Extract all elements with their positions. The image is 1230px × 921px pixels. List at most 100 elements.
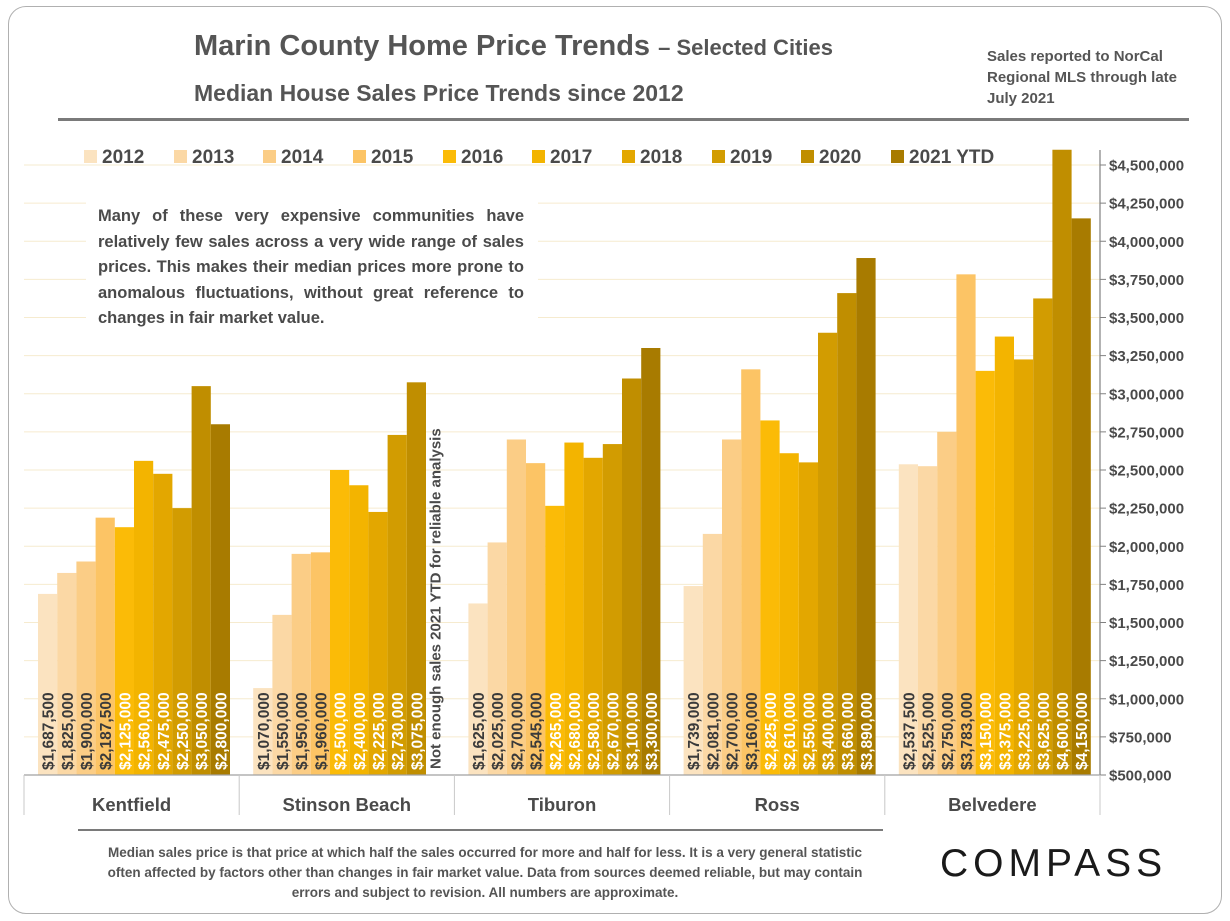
- bar-value-label: $2,750,000: [940, 692, 957, 770]
- bar: [702, 533, 722, 775]
- bar-value-label: $3,050,000: [194, 692, 211, 770]
- x-tick-label: Ross: [755, 794, 800, 815]
- bar: [994, 336, 1014, 775]
- bar: [487, 542, 507, 775]
- legend-label: 2012: [102, 147, 144, 168]
- source-note: Sales reported to NorCal Regional MLS th…: [987, 48, 1177, 107]
- axes: $500,000 $750,000 $1,000,000 $1,250,000 $1,5…: [23, 150, 1184, 815]
- y-tick-label: $2,000,000: [1109, 539, 1184, 556]
- y-tick-label: $3,750,000: [1109, 272, 1184, 289]
- bar-value-label: $2,500,000: [333, 692, 350, 770]
- header-divider: [58, 118, 1189, 121]
- y-tick-label: $2,250,000: [1109, 501, 1184, 518]
- bar-value-label: $2,680,000: [567, 692, 584, 770]
- legend-swatch: [353, 150, 366, 163]
- compass-logo: COMPASS: [940, 842, 1168, 885]
- bar-value-label: $1,550,000: [275, 692, 292, 770]
- y-tick-label: $1,750,000: [1109, 577, 1184, 594]
- bar-value-label: $2,025,000: [490, 692, 507, 770]
- bar-value-label: $2,580,000: [586, 692, 603, 770]
- bar-value-label: $1,070,000: [256, 692, 273, 770]
- bar-value-label: $1,625,000: [471, 692, 488, 770]
- bar-value-label: $3,783,000: [959, 692, 976, 770]
- annotations: Not enough sales 2021 YTD for reliable a…: [428, 428, 445, 769]
- callout-text: Many of these very expensive communities…: [86, 200, 538, 327]
- bar-value-label: $2,537,500: [901, 692, 918, 770]
- bar: [545, 505, 565, 775]
- y-tick-label: $3,500,000: [1109, 310, 1184, 327]
- legend-swatch: [622, 150, 635, 163]
- bar: [1033, 298, 1053, 775]
- y-tick-label: $1,000,000: [1109, 691, 1184, 708]
- legend-swatch: [443, 150, 456, 163]
- bar: [918, 466, 938, 775]
- bar: [191, 386, 211, 775]
- x-tick-label: Kentfield: [92, 794, 171, 815]
- bar: [368, 511, 388, 775]
- legend-label: 2016: [461, 147, 503, 168]
- bar: [330, 470, 350, 775]
- bar: [526, 463, 546, 775]
- legend-swatch: [263, 150, 276, 163]
- bar-value-label: $3,660,000: [840, 692, 857, 770]
- legend-label: 2018: [640, 147, 682, 168]
- bar: [956, 274, 976, 775]
- bar: [564, 442, 584, 775]
- legend-label: 2017: [550, 147, 592, 168]
- chart-subtitle: Median House Sales Price Trends since 20…: [194, 80, 684, 106]
- legend-label: 2014: [281, 147, 324, 168]
- legend-label: 2019: [730, 147, 772, 168]
- y-tick-label: $4,000,000: [1109, 234, 1184, 251]
- bar: [683, 586, 703, 775]
- footer-note: Median sales price is that price at whic…: [107, 845, 863, 900]
- legend-swatch: [712, 150, 725, 163]
- bar: [76, 561, 96, 775]
- x-tick-label: Belvedere: [948, 794, 1036, 815]
- bar: [153, 473, 173, 775]
- bar-value-label: $3,300,000: [644, 692, 661, 770]
- bar-value-label: $2,545,000: [529, 692, 546, 770]
- bar: [506, 439, 526, 775]
- bar-value-label: $2,730,000: [390, 692, 407, 770]
- bar: [641, 348, 661, 775]
- bar-value-label: $2,400,000: [352, 692, 369, 770]
- y-tick-label: $4,500,000: [1109, 158, 1184, 175]
- footer-divider: [78, 829, 883, 831]
- y-tick-label: $750,000: [1109, 729, 1172, 746]
- legend-label: 2015: [371, 147, 414, 168]
- bar: [172, 508, 192, 775]
- bar-value-label: $2,700,000: [725, 692, 742, 770]
- y-tick-label: $500,000: [1109, 768, 1172, 785]
- bar: [1014, 359, 1034, 775]
- bar-value-label: $3,160,000: [744, 692, 761, 770]
- bar: [272, 614, 292, 775]
- bar-value-label: $3,150,000: [978, 692, 995, 770]
- bar-value-label: $3,400,000: [821, 692, 838, 770]
- bar-value-label: $3,890,000: [859, 692, 876, 770]
- bar: [468, 603, 488, 775]
- legend-swatch: [532, 150, 545, 163]
- legend-swatch: [174, 150, 187, 163]
- bar: [798, 462, 818, 775]
- bar-value-label: $2,610,000: [782, 692, 799, 770]
- bar-value-label: $2,800,000: [213, 692, 230, 770]
- bar: [134, 460, 154, 775]
- bar: [1071, 218, 1091, 775]
- bar-value-label: $2,825,000: [763, 692, 780, 770]
- bar-value-label: $1,825,000: [60, 692, 77, 770]
- bar-value-label: $2,187,500: [98, 692, 115, 770]
- bar: [856, 258, 876, 775]
- chart-title: Marin County Home Price Trends – Selecte…: [194, 30, 833, 63]
- legend-swatch: [801, 150, 814, 163]
- legend-label: 2013: [192, 147, 234, 168]
- bar-value-label: $2,525,000: [921, 692, 938, 770]
- bar: [760, 420, 780, 775]
- bar-value-label: $3,225,000: [1017, 692, 1034, 770]
- bar-value-label: $1,739,000: [686, 692, 703, 770]
- bar: [57, 572, 77, 775]
- bar: [114, 527, 134, 775]
- bar-value-label: $1,960,000: [313, 692, 330, 770]
- bar-value-label: $1,900,000: [79, 692, 96, 770]
- y-tick-label: $3,000,000: [1109, 386, 1184, 403]
- missing-data-annotation: Not enough sales 2021 YTD for reliable a…: [428, 428, 445, 769]
